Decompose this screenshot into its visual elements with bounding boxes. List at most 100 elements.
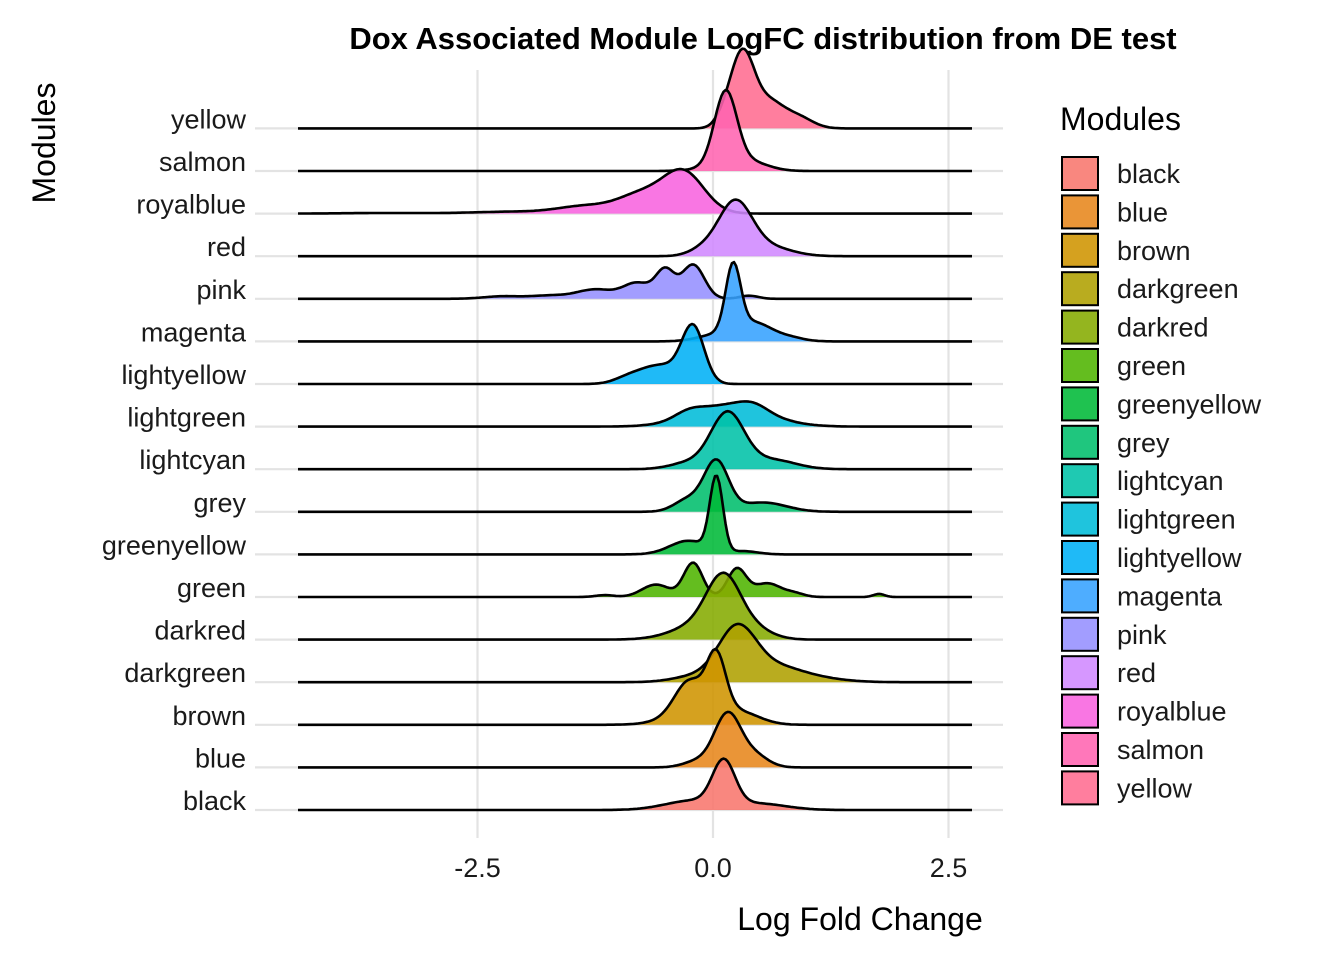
ridge-red — [298, 198, 972, 258]
legend-item-royalblue: royalblue — [1061, 693, 1227, 729]
legend-swatch-lightyellow — [1061, 540, 1099, 575]
ridge-outline-magenta — [298, 260, 972, 343]
legend-swatch-salmon — [1061, 732, 1099, 767]
legend-swatch-darkred — [1061, 309, 1099, 345]
y-tick-label-lightgreen: lightgreen — [127, 403, 246, 433]
legend-label-salmon: salmon — [1117, 735, 1204, 765]
ridge-outline-lightgreen — [298, 400, 972, 428]
legend-swatch-royalblue — [1061, 693, 1099, 729]
ridge-black — [298, 757, 972, 812]
legend-swatch-greenyellow — [1061, 386, 1099, 422]
legend-swatch-magenta — [1061, 578, 1099, 614]
ridge-darkgreen — [298, 622, 972, 684]
ridge-darkred — [298, 571, 972, 641]
ridges-layer — [298, 47, 972, 812]
ridge-fill-darkgreen — [298, 623, 972, 683]
grid-layer — [255, 70, 1003, 838]
legend-swatch-lightgreen — [1061, 501, 1099, 537]
legend-label-lightcyan: lightcyan — [1117, 466, 1224, 496]
ridge-lightgreen — [298, 400, 972, 428]
legend-label-magenta: magenta — [1117, 581, 1223, 611]
ridge-lightcyan — [298, 409, 972, 471]
ridge-fill-blue — [298, 711, 972, 768]
ridge-outline-red — [298, 198, 972, 258]
legend-swatch-brown — [1061, 232, 1099, 268]
ridge-outline-black — [298, 757, 972, 812]
legend-label-greenyellow: greenyellow — [1117, 389, 1262, 419]
ridge-green — [298, 561, 972, 599]
ridge-royalblue — [298, 167, 972, 215]
legend-swatch-pink — [1061, 616, 1099, 652]
legend-label-brown: brown — [1117, 236, 1191, 266]
y-axis-title: Modules — [26, 83, 62, 204]
legend-label-blue: blue — [1117, 197, 1168, 227]
ridge-outline-royalblue — [298, 167, 972, 215]
legend-label-darkred: darkred — [1117, 313, 1209, 343]
y-tick-label-grey: grey — [193, 488, 246, 518]
y-tick-label-royalblue: royalblue — [136, 190, 246, 220]
ridge-outline-green — [298, 561, 972, 599]
ridge-brown — [298, 647, 972, 727]
ridge-outline-brown — [298, 647, 972, 727]
ridge-fill-pink — [298, 264, 972, 299]
ridge-fill-salmon — [298, 90, 972, 171]
ridge-fill-yellow — [298, 48, 972, 129]
y-tick-labels: yellow salmon royalblue red pink magenta light… — [102, 104, 247, 816]
legend-item-magenta: magenta — [1061, 578, 1223, 614]
ridge-outline-lightcyan — [298, 409, 972, 471]
ridge-fill-darkred — [298, 572, 972, 640]
legend-item-blue: blue — [1061, 194, 1168, 230]
ridge-outline-pink — [298, 263, 972, 301]
y-tick-label-magenta: magenta — [141, 317, 247, 347]
y-tick-label-darkred: darkred — [154, 616, 246, 646]
y-tick-label-red: red — [207, 232, 246, 262]
x-tick-label: 0.0 — [694, 853, 732, 883]
ridge-pink — [298, 263, 972, 301]
ridge-outline-blue — [298, 710, 972, 769]
y-tick-label-lightyellow: lightyellow — [121, 360, 246, 390]
x-tick-labels: -2.5 0.0 2.5 — [454, 853, 967, 883]
ridge-blue — [298, 710, 972, 769]
ridge-fill-royalblue — [298, 169, 972, 214]
y-tick-label-lightcyan: lightcyan — [139, 445, 246, 475]
ridge-outline-salmon — [298, 88, 972, 173]
y-tick-label-yellow: yellow — [171, 104, 247, 134]
legend-item-red: red — [1061, 655, 1156, 691]
ridge-outline-yellow — [298, 47, 972, 130]
ridge-salmon — [298, 88, 972, 173]
legend-item-pink: pink — [1061, 616, 1167, 652]
ridge-outline-lightyellow — [298, 322, 972, 386]
ridge-fill-lightcyan — [298, 411, 972, 470]
y-tick-label-pink: pink — [196, 275, 246, 305]
ridge-fill-grey — [298, 459, 972, 512]
legend-label-yellow: yellow — [1117, 773, 1193, 803]
ridge-fill-brown — [298, 649, 972, 725]
legend-swatch-darkgreen — [1061, 271, 1099, 307]
ridge-fill-magenta — [298, 262, 972, 342]
ridge-outline-darkred — [298, 571, 972, 641]
legend-swatch-grey — [1061, 424, 1099, 460]
legend-item-black: black — [1061, 156, 1181, 191]
legend-item-brown: brown — [1061, 232, 1191, 268]
ridge-greenyellow — [298, 474, 972, 556]
legend-label-red: red — [1117, 658, 1156, 688]
y-tick-label-blue: blue — [195, 743, 246, 773]
legend-label-lightyellow: lightyellow — [1117, 543, 1242, 573]
legend-label-black: black — [1117, 159, 1181, 189]
x-tick-label: 2.5 — [930, 853, 968, 883]
legend-swatch-yellow — [1061, 770, 1099, 806]
ridge-yellow — [298, 47, 972, 130]
legend-swatch-black — [1061, 156, 1099, 191]
ridge-fill-lightgreen — [298, 401, 972, 427]
legend-item-darkgreen: darkgreen — [1061, 271, 1239, 307]
y-tick-label-green: green — [177, 573, 246, 603]
legend: black blue brown darkgreen darkred green green… — [1061, 156, 1262, 806]
x-tick-label: -2.5 — [454, 853, 501, 883]
legend-label-lightgreen: lightgreen — [1117, 505, 1236, 535]
legend-label-pink: pink — [1117, 620, 1167, 650]
ridge-grey — [298, 458, 972, 514]
x-axis-title: Log Fold Change — [737, 901, 983, 937]
y-tick-label-brown: brown — [172, 701, 246, 731]
legend-item-darkred: darkred — [1061, 309, 1209, 345]
